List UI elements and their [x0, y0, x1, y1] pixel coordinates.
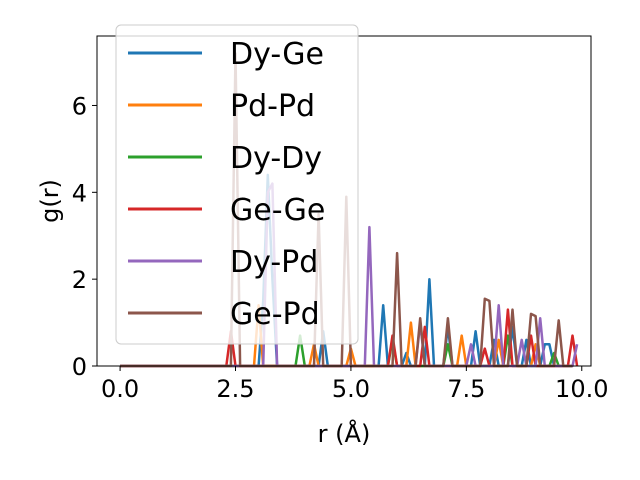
x-tick-label: 0.0 — [101, 375, 139, 403]
x-axis: 0.0 2.5 5.0 7.5 10.0 — [101, 366, 608, 403]
x-tick-label: 5.0 — [332, 375, 370, 403]
x-tick-label: 2.5 — [216, 375, 254, 403]
y-axis-label: g(r) — [36, 179, 64, 223]
legend: Dy-Ge Pd-Pd Dy-Dy Ge-Ge Dy-Pd Ge-Pd — [115, 24, 359, 345]
series-line-dy-dy — [120, 334, 573, 368]
x-tick-label: 10.0 — [555, 375, 608, 403]
legend-label-pd-pd: Pd-Pd — [230, 89, 315, 124]
legend-label-ge-ge: Ge-Ge — [230, 193, 325, 228]
y-axis: 0 2 4 6 — [72, 92, 97, 381]
y-tick-label: 0 — [72, 353, 87, 381]
legend-label-dy-pd: Dy-Pd — [230, 245, 318, 280]
legend-label-dy-dy: Dy-Dy — [230, 141, 322, 176]
x-tick-label: 7.5 — [447, 375, 485, 403]
y-tick-label: 4 — [72, 179, 87, 207]
y-tick-label: 2 — [72, 266, 87, 294]
y-tick-label: 6 — [72, 92, 87, 120]
legend-label-dy-ge: Dy-Ge — [230, 37, 324, 72]
x-axis-label: r (Å) — [318, 419, 371, 448]
legend-label-ge-pd: Ge-Pd — [230, 297, 320, 332]
